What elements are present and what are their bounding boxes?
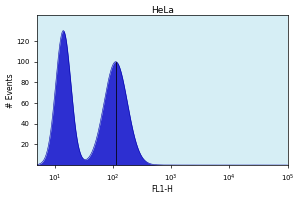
Title: HeLa: HeLa [151, 6, 174, 15]
X-axis label: FL1-H: FL1-H [152, 185, 173, 194]
Y-axis label: # Events: # Events [6, 73, 15, 108]
